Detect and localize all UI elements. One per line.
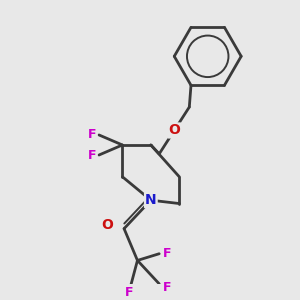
Text: F: F xyxy=(163,281,172,294)
Text: O: O xyxy=(168,124,180,137)
Text: F: F xyxy=(88,128,97,141)
Text: N: N xyxy=(145,193,157,207)
Text: F: F xyxy=(88,148,97,161)
Text: F: F xyxy=(163,247,172,260)
Text: O: O xyxy=(101,218,113,232)
Text: F: F xyxy=(125,286,133,299)
